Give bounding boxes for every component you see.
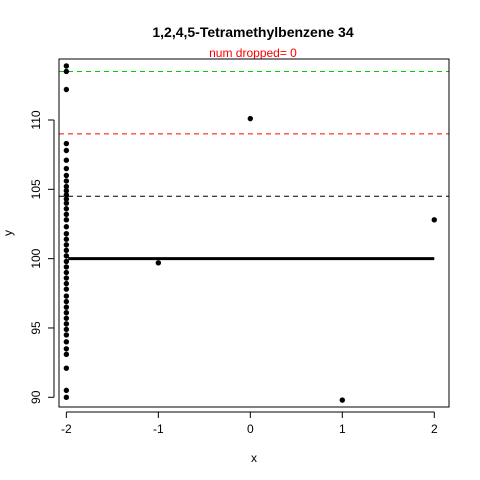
data-point-0 — [63, 63, 70, 69]
y-axis: 90 95 100 105 110 — [29, 110, 55, 404]
data-point-18 — [63, 230, 70, 237]
y-tick-label: 95 — [29, 321, 43, 335]
data-point-19 — [63, 236, 70, 242]
data-point-13 — [63, 200, 70, 206]
data-point-7 — [63, 172, 70, 179]
data-point-12 — [63, 196, 70, 202]
x-tick-label: 2 — [431, 422, 438, 436]
data-point-2 — [63, 86, 70, 93]
data-point-14 — [63, 206, 70, 212]
data-point-36 — [63, 332, 70, 338]
data-point-26 — [63, 275, 70, 281]
data-point-37 — [63, 339, 70, 345]
data-point-35 — [63, 326, 70, 333]
data-point-29 — [63, 293, 70, 299]
data-point-11 — [63, 192, 70, 198]
data-point-32 — [63, 310, 70, 316]
data-point-4 — [63, 147, 70, 154]
y-tick-label: 110 — [29, 110, 43, 129]
y-tick-label: 90 — [29, 390, 43, 404]
chart-title: 1,2,4,5-Tetramethylbenzene 34 — [152, 24, 353, 40]
data-point-39 — [63, 351, 70, 358]
data-point-5 — [63, 157, 70, 163]
data-point-20 — [63, 242, 70, 248]
data-point-10 — [63, 188, 70, 194]
data-point-15 — [63, 211, 70, 217]
data-point-27 — [63, 280, 70, 287]
data-point-44 — [247, 115, 254, 122]
data-point-6 — [63, 165, 70, 172]
data-point-33 — [63, 315, 70, 321]
x-tick-label: 0 — [247, 422, 254, 436]
data-point-30 — [63, 298, 70, 305]
data-point-8 — [63, 178, 70, 184]
data-point-43 — [155, 260, 162, 266]
data-point-31 — [63, 304, 70, 310]
data-point-9 — [63, 183, 70, 190]
data-point-25 — [63, 269, 70, 276]
data-point-23 — [63, 258, 70, 265]
x-axis-label: x — [251, 451, 257, 465]
data-point-38 — [63, 346, 70, 352]
y-tick-label: 105 — [29, 179, 43, 199]
x-axis: -2 -1 0 1 2 — [61, 411, 438, 436]
data-point-1 — [63, 68, 70, 75]
data-point-16 — [63, 217, 70, 223]
chart-subtitle: num dropped= 0 — [209, 46, 297, 60]
data-point-22 — [63, 253, 70, 259]
data-point-21 — [63, 247, 70, 254]
data-point-40 — [63, 365, 70, 371]
data-point-28 — [63, 286, 70, 292]
data-point-24 — [63, 264, 70, 270]
y-axis-label: y — [1, 230, 15, 236]
plot-frame — [58, 58, 450, 408]
y-tick-label: 100 — [29, 248, 43, 268]
data-point-17 — [63, 224, 70, 230]
data-point-34 — [63, 321, 70, 327]
data-point-46 — [431, 217, 437, 223]
data-points — [63, 63, 437, 403]
x-tick-label: -2 — [61, 422, 72, 436]
reference-lines — [59, 70, 449, 197]
data-point-41 — [63, 387, 70, 394]
data-point-42 — [63, 394, 70, 400]
x-tick-label: 1 — [339, 422, 346, 436]
x-tick-label: -1 — [153, 422, 164, 436]
data-point-45 — [339, 397, 346, 403]
data-point-3 — [63, 140, 70, 147]
